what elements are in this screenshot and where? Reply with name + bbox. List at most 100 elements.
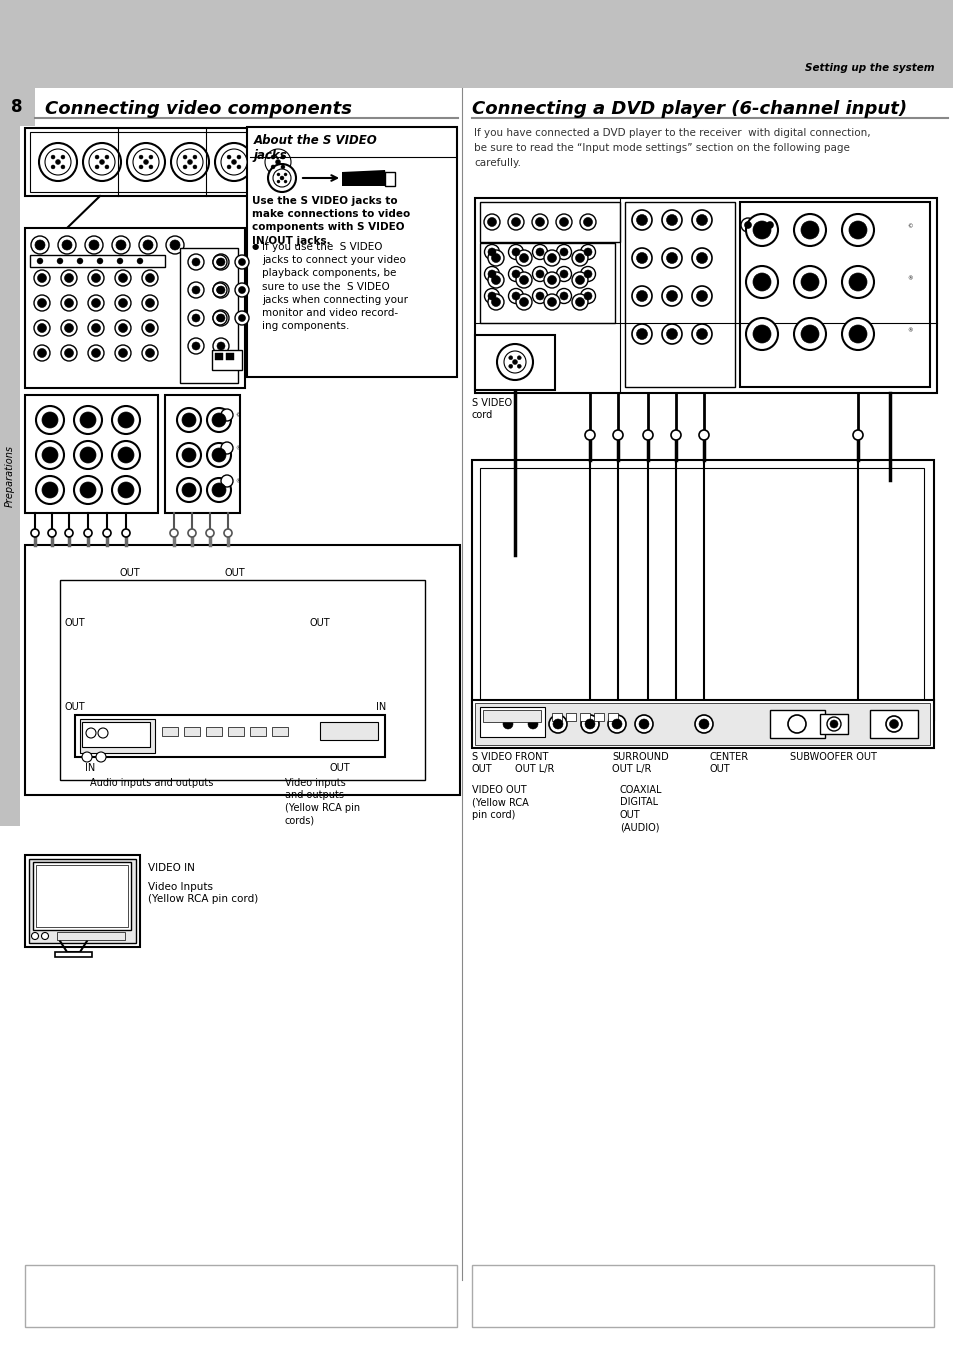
Text: OUT: OUT bbox=[309, 617, 330, 628]
Circle shape bbox=[265, 149, 291, 176]
Circle shape bbox=[36, 407, 64, 434]
Circle shape bbox=[188, 338, 204, 354]
Bar bbox=[475, 335, 555, 390]
Circle shape bbox=[699, 719, 708, 730]
Circle shape bbox=[888, 720, 898, 728]
Circle shape bbox=[177, 149, 203, 176]
Circle shape bbox=[188, 159, 193, 165]
Circle shape bbox=[695, 715, 712, 734]
Circle shape bbox=[118, 349, 128, 358]
Circle shape bbox=[207, 478, 231, 503]
Circle shape bbox=[491, 276, 500, 285]
Circle shape bbox=[848, 273, 866, 290]
Circle shape bbox=[88, 270, 104, 286]
Circle shape bbox=[691, 249, 711, 267]
Circle shape bbox=[116, 240, 126, 250]
Bar bbox=[25, 228, 245, 388]
Circle shape bbox=[848, 222, 866, 239]
Circle shape bbox=[696, 290, 707, 301]
Text: OUT: OUT bbox=[225, 567, 245, 578]
Circle shape bbox=[89, 149, 115, 176]
Bar bbox=[228, 727, 244, 736]
Circle shape bbox=[213, 282, 227, 297]
Text: SUBWOOFER OUT: SUBWOOFER OUT bbox=[789, 753, 876, 762]
Circle shape bbox=[548, 715, 566, 734]
Circle shape bbox=[488, 295, 503, 309]
Text: ●: ● bbox=[252, 242, 259, 251]
Circle shape bbox=[841, 317, 873, 350]
Circle shape bbox=[740, 218, 754, 232]
Circle shape bbox=[37, 273, 47, 282]
Circle shape bbox=[547, 254, 556, 262]
Circle shape bbox=[527, 719, 537, 730]
Circle shape bbox=[666, 215, 677, 226]
Circle shape bbox=[177, 408, 201, 432]
Circle shape bbox=[95, 155, 99, 159]
Text: IN: IN bbox=[375, 703, 386, 712]
Circle shape bbox=[519, 254, 528, 262]
Circle shape bbox=[221, 442, 233, 454]
Circle shape bbox=[65, 299, 73, 308]
Circle shape bbox=[559, 249, 567, 255]
Circle shape bbox=[84, 530, 91, 536]
Text: ©: © bbox=[234, 413, 240, 417]
Circle shape bbox=[666, 253, 677, 263]
Circle shape bbox=[512, 270, 519, 278]
Circle shape bbox=[105, 165, 109, 169]
Text: OUT: OUT bbox=[65, 703, 86, 712]
Circle shape bbox=[532, 289, 547, 304]
Text: Connecting a DVD player (6-channel input): Connecting a DVD player (6-channel input… bbox=[472, 100, 906, 118]
Circle shape bbox=[661, 249, 681, 267]
Circle shape bbox=[841, 213, 873, 246]
Circle shape bbox=[532, 213, 547, 230]
Text: OUT: OUT bbox=[330, 763, 350, 773]
Circle shape bbox=[91, 299, 100, 308]
Circle shape bbox=[801, 273, 818, 290]
Circle shape bbox=[143, 240, 152, 250]
Circle shape bbox=[88, 345, 104, 361]
Bar bbox=[769, 711, 824, 738]
Circle shape bbox=[666, 290, 677, 301]
Circle shape bbox=[74, 407, 102, 434]
Text: If you use the  S VIDEO
jacks to connect your video
playback components, be
sure: If you use the S VIDEO jacks to connect … bbox=[262, 242, 408, 331]
Circle shape bbox=[699, 430, 708, 440]
Circle shape bbox=[105, 155, 109, 159]
Circle shape bbox=[502, 719, 513, 730]
Circle shape bbox=[61, 270, 77, 286]
Circle shape bbox=[221, 476, 233, 486]
Bar bbox=[25, 855, 140, 947]
Circle shape bbox=[743, 222, 751, 228]
Bar bbox=[565, 713, 576, 721]
Circle shape bbox=[216, 286, 223, 293]
Circle shape bbox=[61, 295, 77, 311]
Bar bbox=[226, 353, 233, 359]
Circle shape bbox=[193, 155, 196, 159]
Circle shape bbox=[234, 282, 249, 297]
Circle shape bbox=[91, 323, 100, 332]
Circle shape bbox=[691, 324, 711, 345]
Circle shape bbox=[55, 159, 60, 165]
Bar bbox=[75, 715, 385, 757]
Circle shape bbox=[213, 255, 227, 269]
Circle shape bbox=[80, 447, 96, 463]
Circle shape bbox=[232, 159, 236, 165]
Circle shape bbox=[74, 476, 102, 504]
Circle shape bbox=[236, 155, 241, 159]
Circle shape bbox=[745, 266, 778, 299]
Circle shape bbox=[631, 286, 651, 305]
Circle shape bbox=[216, 258, 225, 266]
Bar bbox=[33, 862, 131, 929]
Bar bbox=[212, 350, 242, 370]
Bar bbox=[475, 199, 936, 393]
Circle shape bbox=[826, 717, 841, 731]
Circle shape bbox=[558, 218, 568, 227]
Circle shape bbox=[30, 530, 39, 536]
Circle shape bbox=[670, 430, 680, 440]
Circle shape bbox=[51, 155, 55, 159]
Bar bbox=[57, 932, 125, 940]
Circle shape bbox=[636, 253, 647, 263]
Bar bbox=[80, 719, 154, 753]
Bar bbox=[180, 249, 237, 382]
Circle shape bbox=[696, 215, 707, 226]
Circle shape bbox=[166, 236, 184, 254]
